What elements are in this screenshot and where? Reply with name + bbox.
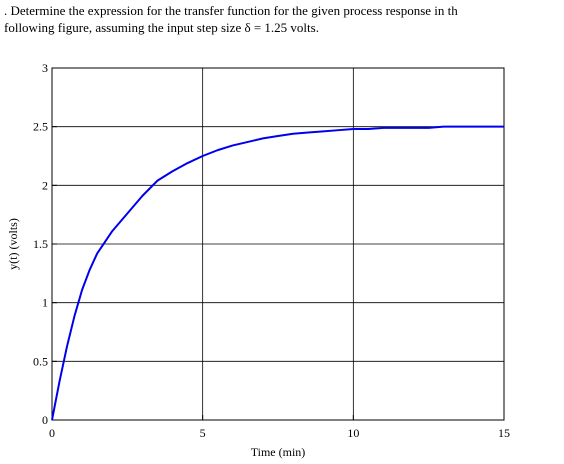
x-tick-labels: 0 5 10 15 — [49, 426, 510, 440]
y-tick-label: 1 — [42, 296, 48, 310]
y-tick-labels: 0 0.5 1 1.5 2 2.5 3 — [33, 61, 48, 427]
y-axis-label: y(t) (volts) — [6, 218, 20, 270]
y-tick-label: 2.5 — [33, 120, 48, 134]
x-tick-label: 0 — [49, 426, 55, 440]
y-tick-label: 3 — [42, 61, 48, 75]
x-axis-label: Time (min) — [251, 445, 306, 459]
x-tick-label: 10 — [347, 426, 359, 440]
y-tick-label: 2 — [42, 178, 48, 192]
y-tick-label: 0.5 — [33, 354, 48, 368]
y-tick-label: 0 — [42, 413, 48, 427]
response-curve — [51, 125, 504, 421]
problem-line-1: . Determine the expression for the trans… — [4, 3, 458, 18]
y-tick-label: 1.5 — [33, 237, 48, 251]
problem-statement: . Determine the expression for the trans… — [4, 2, 564, 36]
grid-lines — [52, 68, 504, 420]
x-tick-label: 15 — [498, 426, 510, 440]
problem-line-2: following figure, assuming the input ste… — [4, 20, 319, 35]
x-tick-label: 5 — [200, 426, 206, 440]
series-layer — [51, 125, 504, 421]
